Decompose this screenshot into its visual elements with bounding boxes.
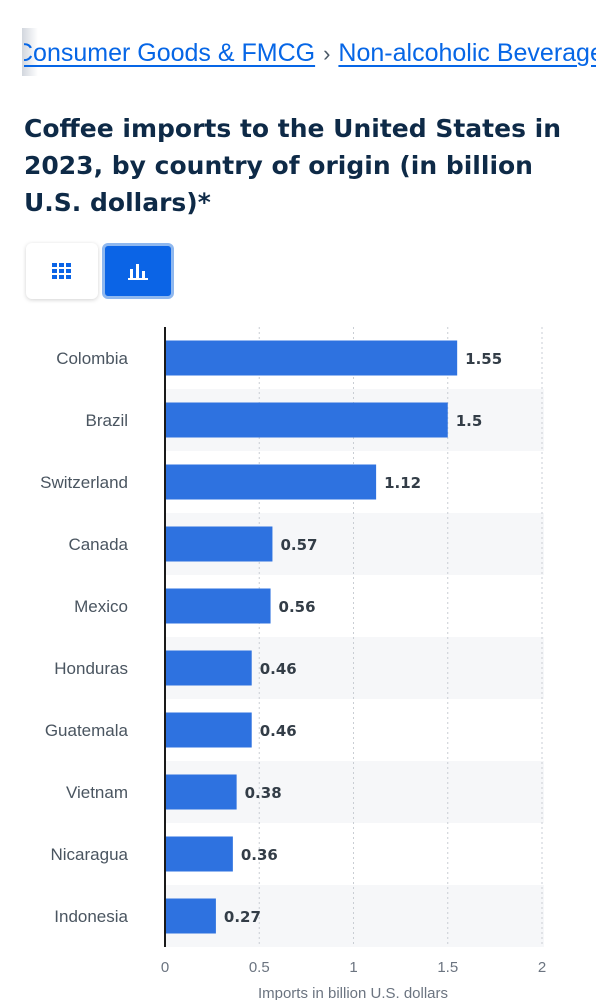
category-label: Switzerland xyxy=(40,473,128,492)
x-tick-label: 2 xyxy=(538,959,546,976)
bar xyxy=(165,526,273,562)
bar-chart-icon xyxy=(128,262,148,280)
x-axis-title: Imports in billion U.S. dollars xyxy=(258,985,448,1000)
breadcrumb-link-consumer-goods[interactable]: Consumer Goods & FMCG xyxy=(24,39,316,67)
category-label: Indonesia xyxy=(54,907,128,926)
category-label: Brazil xyxy=(85,411,128,430)
category-label: Guatemala xyxy=(45,721,129,740)
breadcrumb-link-non-alcoholic-beverages[interactable]: Non-alcoholic Beverages xyxy=(338,39,596,67)
bar xyxy=(165,712,252,748)
category-label: Honduras xyxy=(54,659,128,678)
bar xyxy=(165,464,377,500)
x-tick-label: 1.5 xyxy=(437,959,458,976)
category-label: Vietnam xyxy=(66,783,128,802)
value-label: 0.56 xyxy=(279,598,316,616)
bar xyxy=(165,340,458,376)
bar xyxy=(165,898,216,934)
table-view-button[interactable] xyxy=(26,243,98,299)
value-label: 0.38 xyxy=(245,784,282,802)
bar xyxy=(165,588,271,624)
category-label: Colombia xyxy=(56,349,128,368)
value-label: 0.27 xyxy=(224,908,261,926)
bar xyxy=(165,774,237,810)
category-label: Canada xyxy=(68,535,128,554)
x-tick-label: 0 xyxy=(161,959,169,976)
value-label: 0.57 xyxy=(280,536,317,554)
bar-chart: Colombia 1.55 Brazil 1.5 Switzerland 1.12 Cana… xyxy=(40,327,546,1000)
breadcrumb-fade xyxy=(22,28,38,76)
table-grid-icon xyxy=(52,263,72,279)
chart-view-button[interactable] xyxy=(102,243,174,299)
value-label: 0.46 xyxy=(260,722,297,740)
value-label: 1.12 xyxy=(384,474,421,492)
chart-title: Coffee imports to the United States in 2… xyxy=(24,114,562,217)
value-label: 0.46 xyxy=(260,660,297,678)
x-tick-label: 1 xyxy=(349,959,357,976)
category-label: Nicaragua xyxy=(51,845,129,864)
bar xyxy=(165,402,448,438)
category-label: Mexico xyxy=(74,597,128,616)
breadcrumb-separator: › xyxy=(323,41,331,66)
row-band xyxy=(165,885,544,947)
bar xyxy=(165,836,233,872)
x-tick-label: 0.5 xyxy=(249,959,270,976)
bar xyxy=(165,650,252,686)
breadcrumb: Consumer Goods & FMCG › Non-alcoholic Beve… xyxy=(24,36,596,70)
value-label: 1.55 xyxy=(465,350,502,368)
value-label: 0.36 xyxy=(241,846,278,864)
value-label: 1.5 xyxy=(456,412,483,430)
